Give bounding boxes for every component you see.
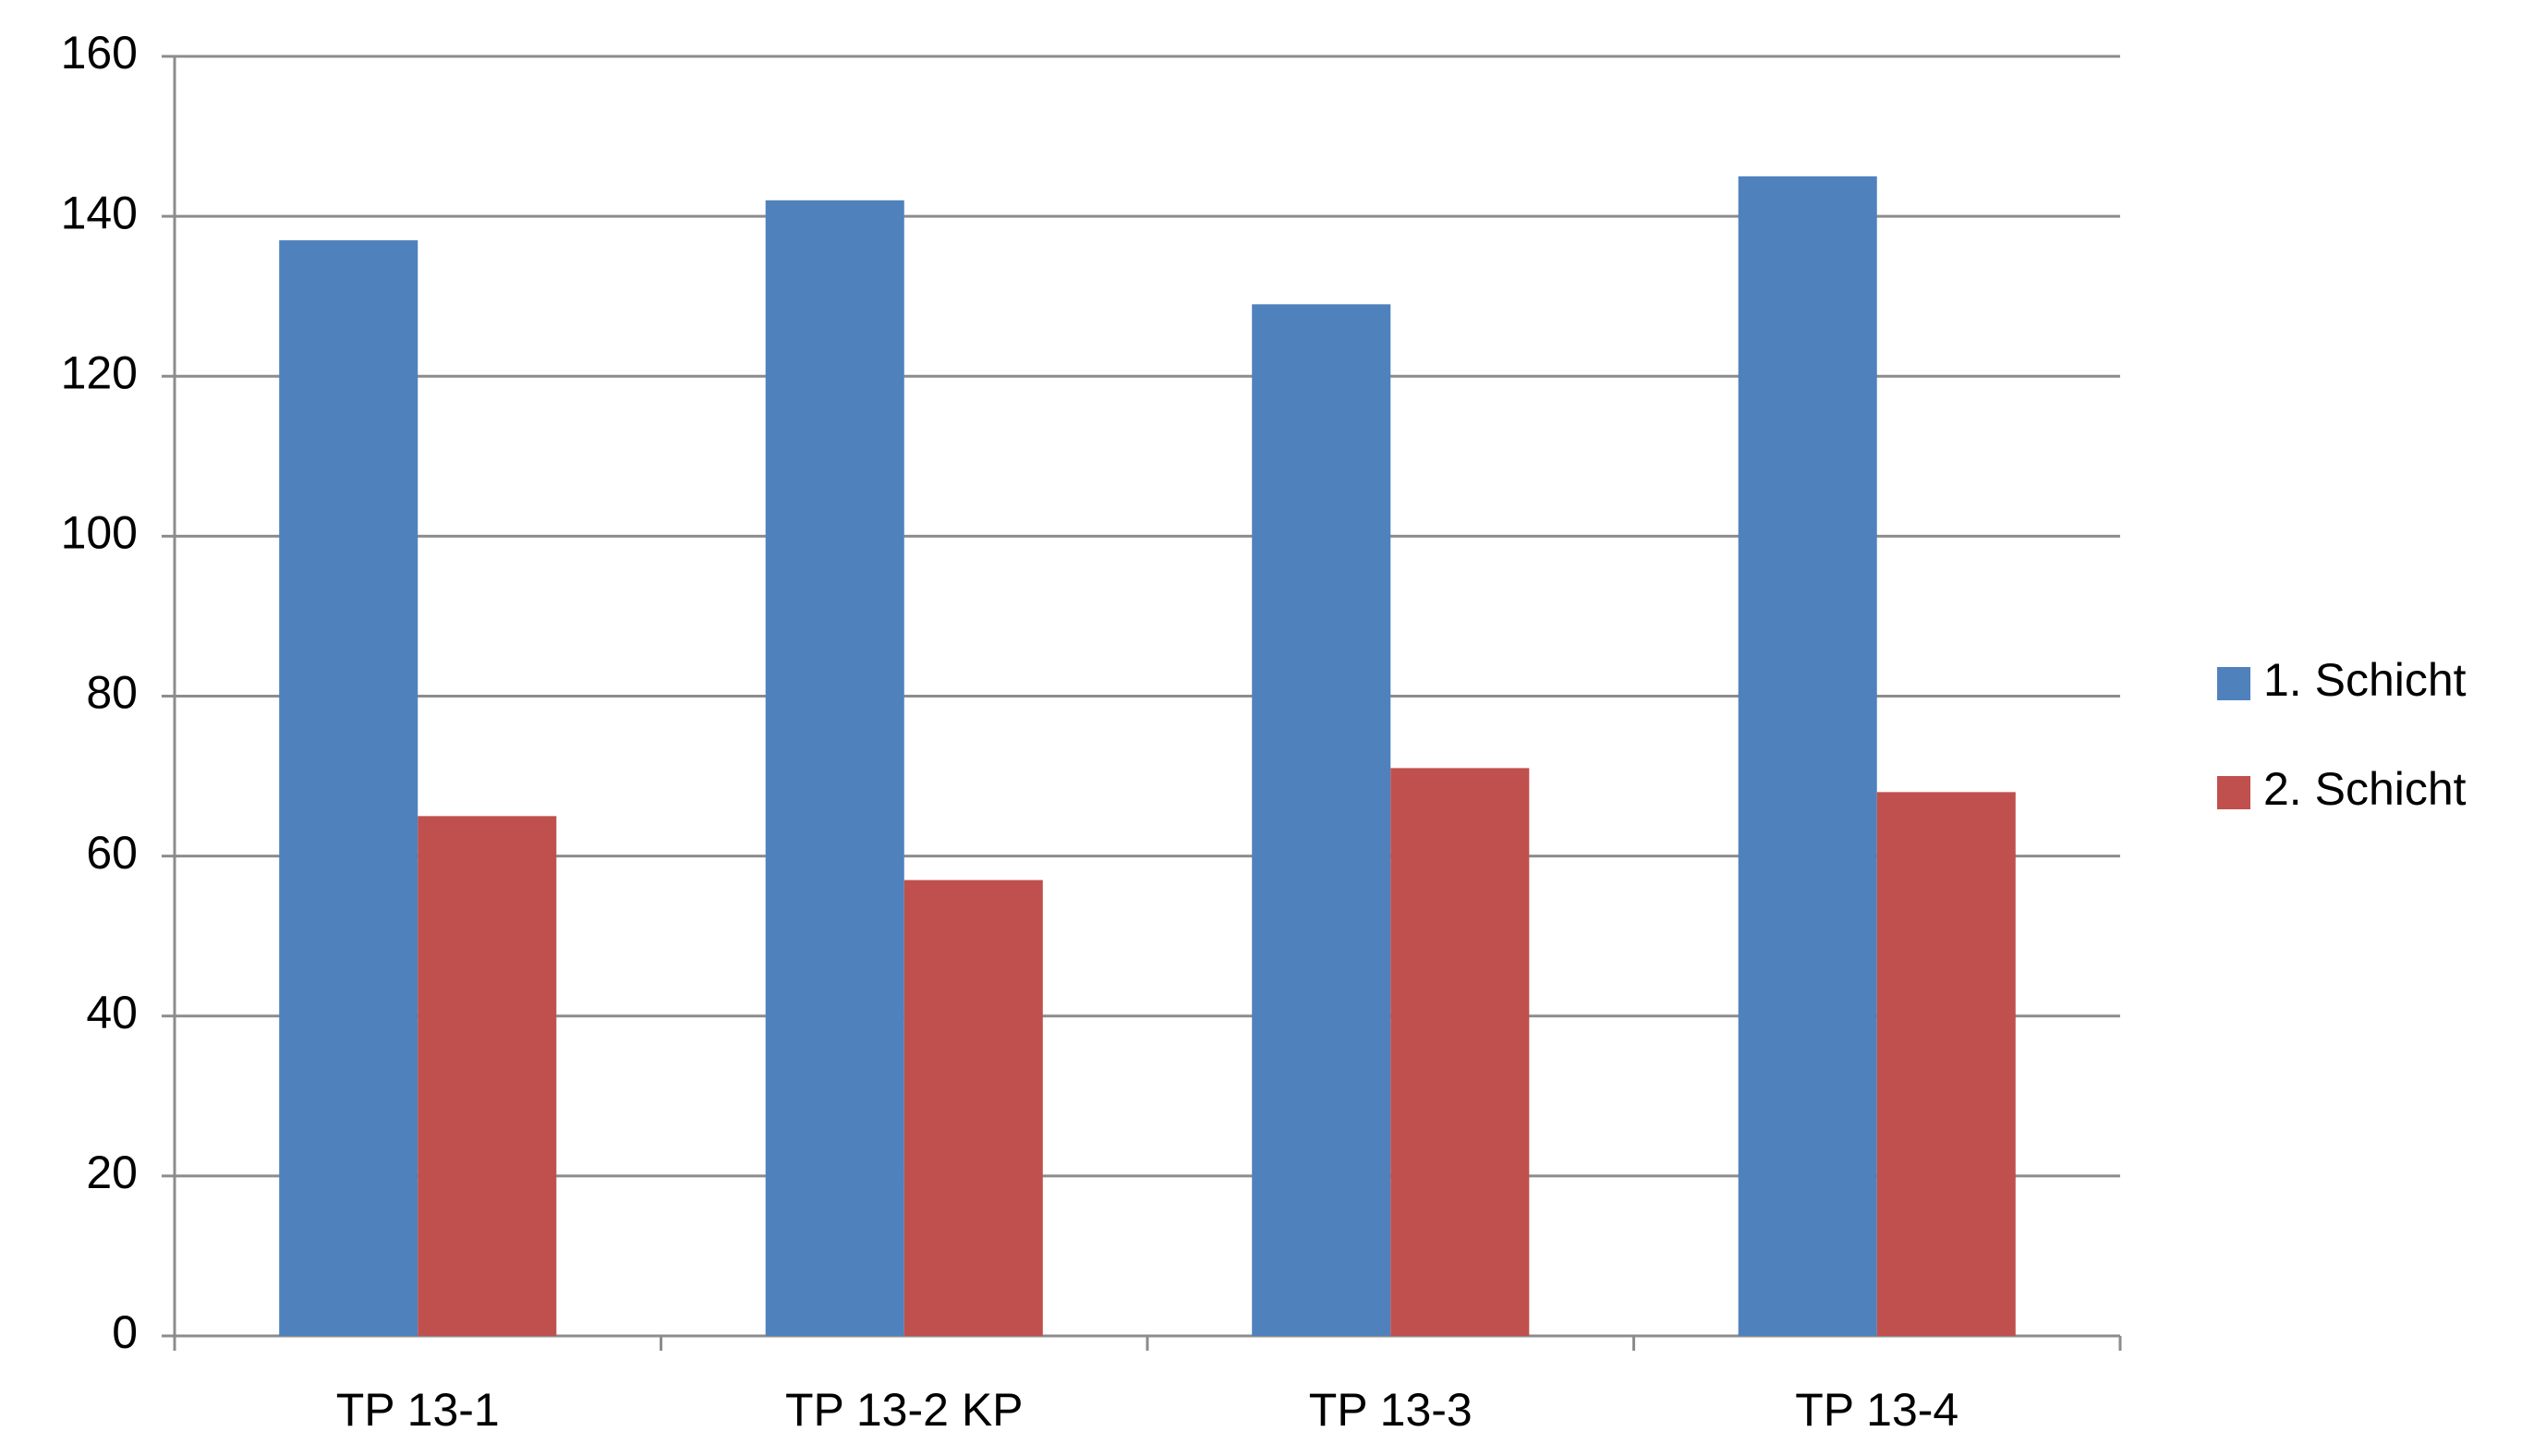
bar <box>418 816 557 1336</box>
legend-label: 1. Schicht <box>2263 654 2467 706</box>
x-tick-label: TP 13-3 <box>1309 1384 1473 1436</box>
y-tick-label: 0 <box>112 1306 138 1358</box>
bar <box>765 200 904 1336</box>
x-tick-label: TP 13-1 <box>336 1384 500 1436</box>
x-tick-label: TP 13-2 KP <box>785 1384 1024 1436</box>
y-tick-label: 140 <box>61 187 138 238</box>
legend-swatch <box>2217 667 2250 700</box>
y-tick-label: 120 <box>61 346 138 398</box>
legend-swatch <box>2217 776 2250 809</box>
bar <box>1390 768 1530 1336</box>
y-tick-label: 40 <box>86 987 138 1038</box>
bar <box>1738 176 1877 1336</box>
x-tick-label: TP 13-4 <box>1795 1384 1958 1436</box>
bar <box>903 880 1043 1336</box>
legend-label: 2. Schicht <box>2263 763 2467 815</box>
bar <box>1876 792 2016 1336</box>
bar <box>279 240 418 1336</box>
y-tick-label: 160 <box>61 27 138 79</box>
y-tick-label: 80 <box>86 667 138 719</box>
bar <box>1252 304 1391 1336</box>
y-tick-label: 100 <box>61 507 138 559</box>
y-tick-label: 60 <box>86 827 138 879</box>
y-tick-label: 20 <box>86 1147 138 1198</box>
